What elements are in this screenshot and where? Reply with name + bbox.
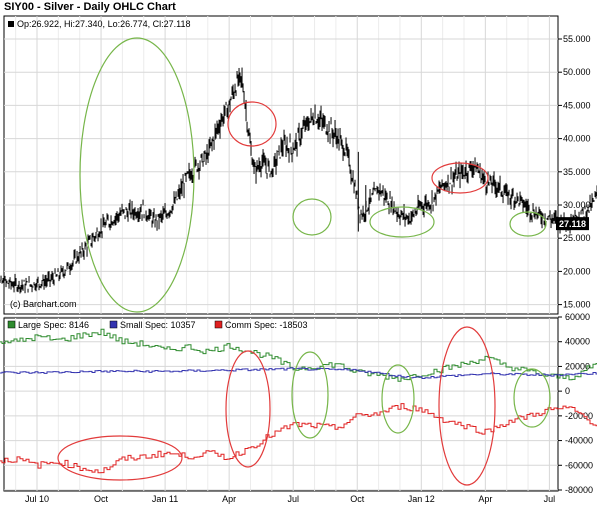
- x-tick-label: Oct: [350, 494, 365, 504]
- green-circle-annotation: [509, 211, 547, 237]
- x-tick-label: Jul: [287, 494, 299, 504]
- green-circle-annotation: [369, 206, 435, 238]
- cot-y-tick-label: 0: [565, 386, 570, 396]
- cot-y-tick-label: -60000: [565, 460, 593, 470]
- legend-swatch: [214, 320, 223, 329]
- cot-y-tick-label: -20000: [565, 411, 593, 421]
- ohlc-legend-text: Op:26.922, Hi:27.340, Lo:26.774, Cl:27.1…: [17, 19, 190, 29]
- price-y-tick-label: 15.000: [563, 300, 591, 310]
- cot-y-tick-label: 20000: [565, 361, 590, 371]
- x-tick-label: Apr: [222, 494, 236, 504]
- price-y-tick-label: 35.000: [563, 167, 591, 177]
- last-price-label: 27.118: [559, 219, 586, 229]
- x-tick-label: Oct: [94, 494, 109, 504]
- green-circle-annotation: [513, 368, 551, 428]
- x-tick-label: Jan 12: [408, 494, 435, 504]
- legend-swatch: [7, 320, 16, 329]
- legend-swatch: [109, 320, 118, 329]
- price-y-tick-label: 55.000: [563, 34, 591, 44]
- cot-y-tick-label: -40000: [565, 436, 593, 446]
- price-y-tick-label: 20.000: [563, 266, 591, 276]
- x-tick-label: Jan 11: [152, 494, 178, 504]
- watermark: (c) Barchart.com: [10, 299, 77, 309]
- cot-y-tick-label: -80000: [565, 485, 593, 495]
- green-circle-annotation: [381, 364, 415, 434]
- comm-spec-line: [0, 403, 597, 474]
- price-series: [0, 67, 597, 294]
- cot-panel: [3, 317, 559, 492]
- x-tick-label: Jul: [544, 494, 556, 504]
- green-circle-annotation: [79, 37, 195, 313]
- last-price-box: [556, 217, 589, 231]
- red-circle-annotation: [227, 101, 277, 147]
- small-spec-line: [0, 367, 597, 379]
- cot-y-tick-label: 40000: [565, 337, 590, 347]
- price-y-tick-label: 40.000: [563, 134, 591, 144]
- red-circle-annotation: [431, 162, 489, 194]
- red-circle-annotation: [225, 350, 271, 468]
- x-tick-label: Apr: [478, 494, 492, 504]
- price-y-tick-label: 30.000: [563, 200, 591, 210]
- red-circle-annotation: [57, 435, 183, 481]
- green-circle-annotation: [291, 351, 329, 439]
- price-y-tick-label: 25.000: [563, 233, 591, 243]
- price-y-tick-label: 45.000: [563, 100, 591, 110]
- chart-title: SIY00 - Silver - Daily OHLC Chart: [4, 1, 176, 13]
- large-spec-line: [0, 328, 597, 382]
- ohlc-legend-swatch: [8, 21, 14, 27]
- legend-entry: Comm Spec: -18503: [225, 320, 308, 330]
- price-y-tick-label: 50.000: [563, 67, 591, 77]
- green-circle-annotation: [292, 198, 332, 236]
- cot-y-tick-label: 60000: [565, 312, 590, 322]
- legend-entry: Small Spec: 10357: [120, 320, 196, 330]
- legend-entry: Large Spec: 8146: [18, 320, 89, 330]
- red-circle-annotation: [438, 326, 496, 486]
- x-tick-label: Jul 10: [25, 494, 49, 504]
